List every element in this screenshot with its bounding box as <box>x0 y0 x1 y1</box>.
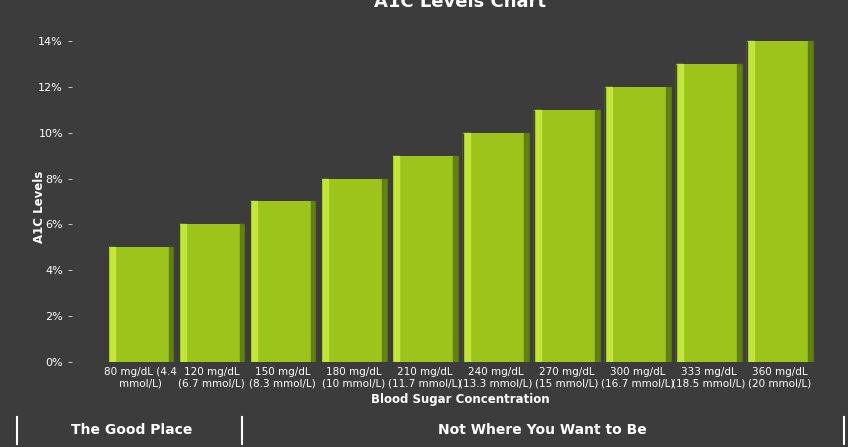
Bar <box>393 156 399 362</box>
Bar <box>321 178 387 362</box>
Bar <box>311 202 315 362</box>
Bar <box>108 247 114 362</box>
Bar <box>250 202 257 362</box>
Bar <box>463 133 470 362</box>
Bar <box>321 178 327 362</box>
Bar <box>240 224 244 362</box>
Text: A1C Levels: A1C Levels <box>33 171 46 243</box>
Bar <box>453 156 458 362</box>
Bar <box>179 224 244 362</box>
Bar <box>677 64 742 362</box>
Bar <box>108 247 173 362</box>
Bar <box>169 247 173 362</box>
Bar <box>737 64 742 362</box>
Title: A1C Levels Chart: A1C Levels Chart <box>374 0 546 11</box>
Bar <box>250 202 315 362</box>
Bar <box>808 41 812 362</box>
Bar <box>179 224 186 362</box>
Bar <box>666 87 671 362</box>
Text: The Good Place: The Good Place <box>70 423 192 437</box>
Bar <box>382 178 387 362</box>
Bar <box>605 87 612 362</box>
Bar <box>747 41 812 362</box>
Bar <box>677 64 683 362</box>
Text: Not Where You Want to Be: Not Where You Want to Be <box>438 423 647 437</box>
X-axis label: Blood Sugar Concentration: Blood Sugar Concentration <box>371 393 550 406</box>
Bar <box>524 133 528 362</box>
Bar <box>463 133 528 362</box>
Bar <box>595 110 600 362</box>
Bar <box>605 87 671 362</box>
Bar <box>534 110 541 362</box>
Bar <box>747 41 754 362</box>
Bar <box>393 156 458 362</box>
Bar <box>534 110 600 362</box>
